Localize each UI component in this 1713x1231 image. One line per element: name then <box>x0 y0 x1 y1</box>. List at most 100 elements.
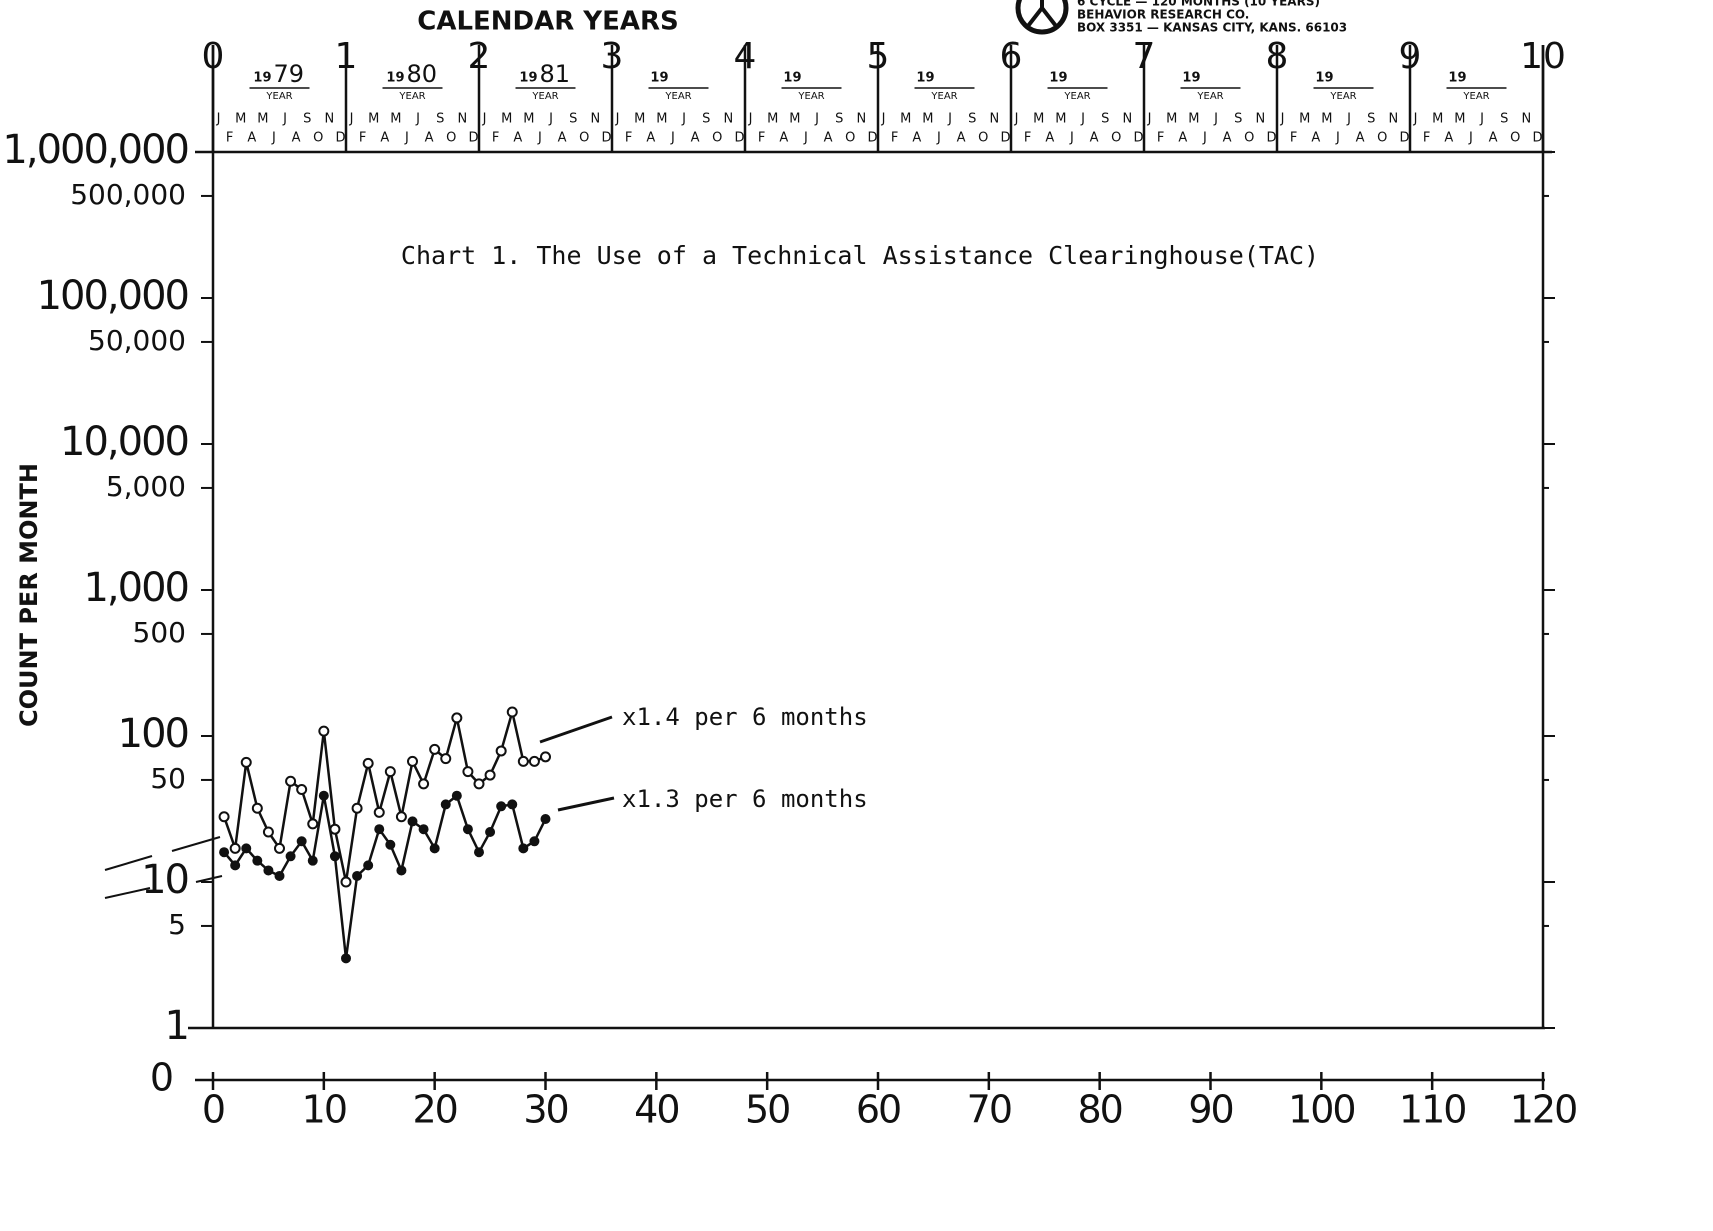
month-letter: M <box>523 112 534 127</box>
y-tick-label: 1,000,000 <box>2 127 188 173</box>
year-prefix: 19 <box>783 71 801 86</box>
year-tick-label: 4 <box>734 36 757 77</box>
month-letter: A <box>247 131 256 146</box>
header-line: 6 CYCLE — 120 MONTHS (10 YEARS) <box>1077 0 1320 9</box>
month-letter: F <box>359 131 366 146</box>
month-letter: M <box>1454 112 1465 127</box>
data-point <box>518 843 529 854</box>
month-letter: M <box>634 112 645 127</box>
month-letter: A <box>292 131 301 146</box>
month-letter: M <box>1033 112 1044 127</box>
month-letter: A <box>380 131 389 146</box>
year-tick-label: 10 <box>1520 36 1566 77</box>
month-letter: A <box>1489 131 1498 146</box>
month-letter: N <box>1256 112 1266 127</box>
left-extension-lines <box>104 836 223 899</box>
year-word: YEAR <box>930 91 957 102</box>
data-point <box>230 860 241 871</box>
y-tick-label: 100 <box>118 711 188 757</box>
month-letter: A <box>824 131 833 146</box>
month-letter: J <box>814 112 819 127</box>
x-tick-label: 0 <box>202 1088 224 1132</box>
month-letter: M <box>656 112 667 127</box>
data-point <box>474 847 484 858</box>
month-letter: J <box>681 112 686 127</box>
year-prefix: 19 <box>650 71 668 86</box>
month-letter: A <box>558 131 567 146</box>
month-letter: D <box>601 131 611 146</box>
year-tick-label: 9 <box>1399 36 1422 77</box>
month-letter: M <box>1321 112 1332 127</box>
year-digits: 79 <box>274 60 305 88</box>
data-point <box>274 870 285 881</box>
month-letter: N <box>591 112 601 127</box>
month-letter: A <box>957 131 966 146</box>
month-letter: A <box>513 131 522 146</box>
header-line: BEHAVIOR RESEARCH CO. <box>1077 8 1249 22</box>
month-letter: O <box>313 131 323 146</box>
month-letter: J <box>947 112 952 127</box>
annotation: x1.3 per 6 months <box>622 785 868 813</box>
data-point <box>296 784 308 796</box>
data-point <box>462 824 473 835</box>
year-tick-label: 3 <box>601 36 624 77</box>
data-point <box>362 757 374 769</box>
month-letter: F <box>1290 131 1297 146</box>
month-letter: D <box>468 131 478 146</box>
data-point <box>318 725 330 737</box>
month-letter: M <box>235 112 246 127</box>
data-point <box>540 751 551 763</box>
month-letter: J <box>803 131 808 146</box>
year-tick-label: 0 <box>202 36 225 77</box>
data-point <box>451 712 463 724</box>
month-letter: M <box>922 112 933 127</box>
month-letter: M <box>1188 112 1199 127</box>
month-letter: O <box>1111 131 1121 146</box>
data-point <box>418 778 430 790</box>
month-letter: M <box>789 112 800 127</box>
month-letter: O <box>446 131 456 146</box>
y-tick-label: 50 <box>150 762 186 795</box>
data-point <box>296 836 307 847</box>
month-letter: M <box>368 112 379 127</box>
month-letter: M <box>900 112 911 127</box>
data-point <box>219 847 230 858</box>
data-point <box>429 843 440 854</box>
month-letter: J <box>1335 131 1340 146</box>
y-tick-label: 1 <box>165 1003 188 1049</box>
year-word: YEAR <box>797 91 824 102</box>
month-letter: J <box>349 112 354 127</box>
month-letter: A <box>1311 131 1320 146</box>
year-prefix: 19 <box>916 71 934 86</box>
data-point <box>495 745 507 757</box>
year-word: YEAR <box>1329 91 1356 102</box>
month-letter: A <box>425 131 434 146</box>
month-letter: J <box>1213 112 1218 127</box>
month-letter: A <box>779 131 788 146</box>
data-point <box>496 801 507 812</box>
year-digits: 80 <box>407 60 438 88</box>
y-tick-label: 1,000 <box>83 565 188 611</box>
month-letter: F <box>1024 131 1031 146</box>
month-letter: M <box>1432 112 1443 127</box>
month-letter: D <box>1133 131 1143 146</box>
data-point <box>384 766 396 778</box>
data-point <box>462 766 474 778</box>
data-point <box>529 836 540 847</box>
y-tick-label: 50,000 <box>88 324 186 357</box>
month-letter: O <box>1510 131 1520 146</box>
data-point <box>218 811 230 823</box>
month-letter: M <box>257 112 268 127</box>
month-letter: A <box>691 131 700 146</box>
month-letter: A <box>1178 131 1187 146</box>
data-point <box>451 790 462 801</box>
annotation: x1.4 per 6 months <box>622 703 868 731</box>
year-prefix: 19 <box>1049 71 1067 86</box>
series-line <box>223 793 547 959</box>
year-tick-label: 7 <box>1133 36 1156 77</box>
month-letter: J <box>1069 131 1074 146</box>
x-tick-label: 70 <box>967 1088 1011 1132</box>
month-letter: M <box>390 112 401 127</box>
